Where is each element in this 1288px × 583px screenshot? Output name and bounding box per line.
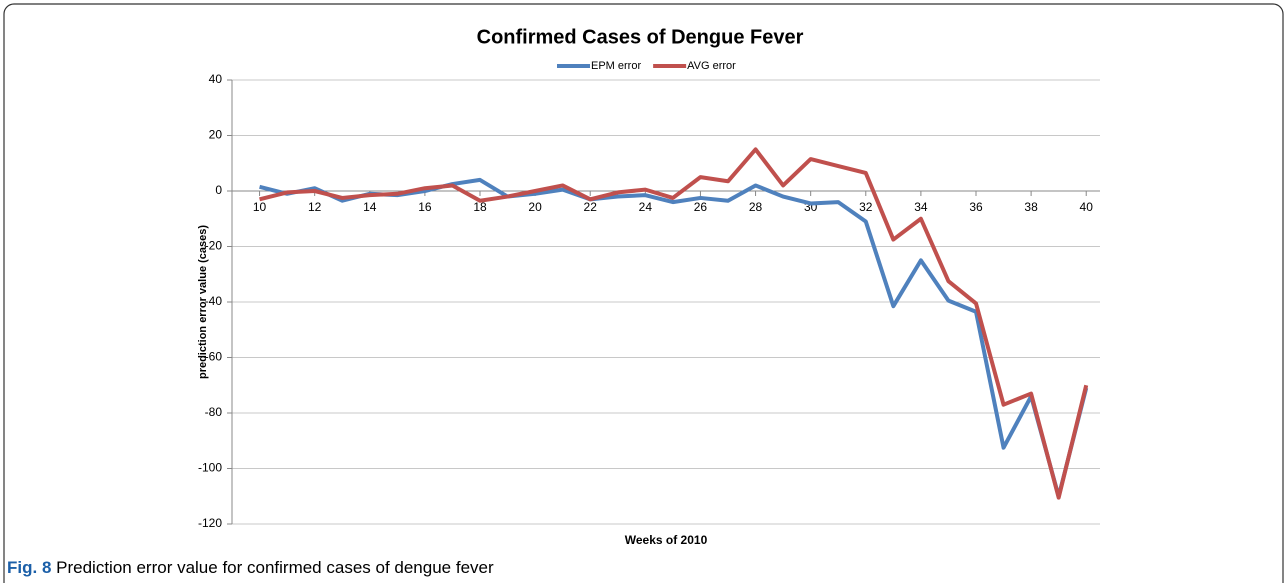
y-tick-label: 0 (215, 183, 222, 197)
x-tick-label: 34 (914, 200, 928, 214)
chart-title: Confirmed Cases of Dengue Fever (477, 26, 804, 48)
x-tick-label: 28 (749, 200, 763, 214)
x-tick-label: 38 (1024, 200, 1038, 214)
x-axis-label: Weeks of 2010 (625, 533, 708, 547)
y-axis-label: prediction error value (cases) (197, 225, 209, 379)
y-tick-label: -20 (205, 239, 223, 253)
y-tick-label: -80 (205, 405, 223, 419)
legend-label: AVG error (687, 60, 736, 72)
x-tick-label: 36 (969, 200, 983, 214)
caption-text: Prediction error value for confirmed cas… (56, 558, 494, 577)
y-tick-label: -40 (205, 294, 223, 308)
caption-label: Fig. 8 (7, 558, 51, 577)
x-tick-label: 26 (694, 200, 708, 214)
y-tick-label: 20 (209, 128, 223, 142)
frame (3, 3, 1284, 583)
x-tick-label: 20 (528, 200, 542, 214)
x-tick-label: 32 (859, 200, 873, 214)
caption: Fig. 8 Prediction error value for confir… (7, 558, 494, 577)
y-tick-label: -120 (198, 516, 222, 530)
x-tick-label: 14 (363, 200, 377, 214)
x-tick-label: 22 (584, 200, 598, 214)
series-line (259, 177, 1089, 499)
x-tick-label: 24 (639, 200, 653, 214)
x-tick-label: 40 (1080, 200, 1094, 214)
x-tick-label: 12 (308, 200, 322, 214)
series-line (259, 147, 1089, 500)
x-tick-label: 16 (418, 200, 432, 214)
y-tick-label: -60 (205, 350, 223, 364)
y-tick-label: 40 (209, 72, 223, 86)
x-tick-label: 10 (253, 200, 267, 214)
y-tick-label: -100 (198, 461, 222, 475)
legend-label: EPM error (591, 60, 641, 72)
x-tick-label: 18 (473, 200, 487, 214)
